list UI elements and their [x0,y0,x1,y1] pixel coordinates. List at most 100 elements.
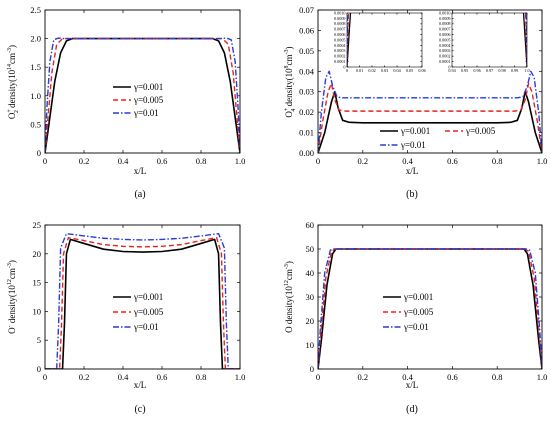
panel-d-series-line-3 [318,248,542,369]
panel-a-y-tick-label: 2.5 [30,5,41,15]
panel-b-inset-2-x-tick-label: 0.94 [448,68,456,73]
panel-b-inset-1-y-tick-label: 0.0007 [334,27,346,32]
panel-d: (d) x/L O density(1012cm-3) γ=0.001 γ=0.… [284,261,434,415]
legend-d-label-2: γ=0.005 [403,307,434,317]
panel-b-inset-2-y-tick-label: 0.0010 [439,10,451,15]
panel-d-x-tick-label: 0.4 [402,372,413,382]
panel-b-y-tick-label: 0.07 [299,5,314,15]
panel-b-inset-1-x-tick-label: 0.02 [368,68,375,73]
panel-b-x-tick-label: 0 [316,156,320,166]
panel-b-y-tick-label: 0.01 [299,128,314,138]
panel-b-series-line-2 [318,82,542,153]
panel-b-axes: 0 0.2 0.4 0.6 0.8 1.0 0.00 0.01 0.02 0.03 0.04 0.05… [299,5,547,166]
panel-b-inset-1-x-tick-label: 0.05 [406,68,413,73]
panel-a-x-tick-label: 0.4 [118,156,129,166]
panel-b-series-line-3 [318,70,542,153]
y-axis-label-b: O+4 density(108cm-3) [284,46,297,117]
panel-b: (b) x/L O+4 density(108cm-3) γ=0.001 γ=0… [284,46,496,200]
panel-c-y-tick-label: 5 [37,335,41,345]
panel-b-inset-2-frame [451,12,528,68]
panel-a-series-line-2 [45,37,240,153]
panel-c-x-tick-label: 0.8 [196,372,207,382]
panel-a-y-tick-label: 2.0 [30,34,41,44]
panel-b-inset-2-x-tick-label: 0.98 [498,68,505,73]
panel-b-y-tick-label: 0.04 [299,66,315,76]
panel-a: (a) x/L O+2 density(1014cm-3) γ=0.001 γ=… [7,45,164,200]
panel-b-inset-1-y-tick-label: 0.0004 [334,43,346,48]
panel-d-series-group [318,248,542,369]
panel-a-x-tick-label: 1.0 [235,156,246,166]
panel-b-inset-2-y-tick-label: 0.0009 [439,16,451,21]
panel-a-series-group [45,37,240,153]
panel-b-y-tick-label: 0.06 [299,25,314,35]
panel-d-y-tick-label: 0 [310,364,314,374]
y-axis-label-c: O- density(1012cm-3) [7,260,17,334]
caption-c: (c) [134,404,145,415]
panel-b-inset-2-y-tick-label: 0.0007 [439,27,451,32]
panel-d-x-tick-label: 0.6 [447,372,458,382]
panel-a-y-tick-label: 0 [37,148,41,158]
panel-b-x-tick-label: 0.6 [447,156,458,166]
caption-d: (d) [406,404,418,415]
panel-a-x-tick-label: 0.6 [157,156,168,166]
panel-c-y-tick-label: 20 [33,249,42,259]
panel-b-inset-2-y-tick-label: 0.0005 [439,37,451,42]
panel-b-x-tick-label: 1.0 [537,156,548,166]
panel-a-series-line-1 [45,37,240,153]
panel-c: (c) x/L O- density(1012cm-3) γ=0.001 γ=0… [7,260,164,415]
panel-c-x-tick-label: 0 [43,372,47,382]
legend-c-label-1: γ=0.001 [133,292,163,302]
caption-b: (b) [406,189,418,200]
panel-a-y-tick-label: 1.5 [30,62,41,72]
panel-c-series-group [45,232,240,369]
legend-d-label-3: γ=0.01 [403,322,429,332]
legend-c-label-3: γ=0.01 [133,322,159,332]
panel-c-y-tick-label: 15 [33,278,42,288]
panel-b-inset-1-x-tick-label: 0.01 [356,68,363,73]
panel-b-inset-1-y-tick-label: 0.0005 [334,37,346,42]
panel-b-inset-1-background [347,13,422,67]
legend-c: γ=0.001 γ=0.005 γ=0.01 [113,292,164,332]
panel-d-y-tick-label: 60 [306,220,315,230]
panel-d-x-tick-label: 1.0 [537,372,548,382]
legend-b-label-2: γ=0.005 [465,126,496,136]
panel-a-x-tick-label: 0 [43,156,47,166]
panel-b-y-tick-label: 0.02 [299,107,314,117]
panel-d-y-tick-label: 10 [306,340,315,350]
panel-c-x-tick-label: 0.4 [118,372,129,382]
panel-d-y-tick-label: 30 [306,292,315,302]
panel-a-y-tick-label: 0.5 [30,119,41,129]
legend-a-label-1: γ=0.001 [133,82,163,92]
y-axis-label-a: O+2 density(1014cm-3) [7,45,20,119]
panel-b-inset-2-x-tick-label: 1.0 [524,68,529,73]
panel-b-inset-1-y-tick-label: 0.0003 [334,48,346,53]
panel-d-y-tick-label: 20 [306,316,315,326]
panel-b-inset-2-y-tick-label: 0.0003 [439,48,451,53]
panel-d-y-tick-label: 50 [306,244,315,254]
panel-b-inset-2-y-tick-label: 0.0004 [439,43,451,48]
panel-b-inset-2-x-tick-label: 0.96 [473,68,480,73]
panel-a-axes: 0 0.2 0.4 0.6 0.8 1.0 0 0.5 1.0 1.5 2.0 2.5 [30,5,245,166]
panel-b-inset-2-y-tick-label: 0.0002 [439,54,451,59]
panel-a-plot-frame [44,9,241,154]
panel-c-series-line-1 [45,238,240,369]
panel-a-series-line-3 [45,37,240,153]
panel-a-y-tick-label: 1.0 [30,91,41,101]
panel-b-x-tick-label: 0.2 [357,156,368,166]
legend-b: γ=0.001 γ=0.005 γ=0.01 [380,126,496,150]
panel-b-plot-frame [317,9,543,154]
panel-b-inset-2-y-tick-label: 0.0001 [439,59,451,64]
panel-b-inset-1-frame [346,12,423,68]
y-axis-label-d: O density(1012cm-3) [284,261,294,333]
panel-c-series-line-3 [45,232,240,369]
caption-a: (a) [134,189,145,200]
panel-b-inset-1-x-tick-label: 0.04 [393,68,401,73]
panel-d-y-tick-label: 40 [306,268,315,278]
legend-d-label-1: γ=0.001 [403,292,433,302]
panel-b-inset-2-x-tick-label: 0.99 [511,68,518,73]
panel-b-x-tick-label: 0.8 [492,156,503,166]
panel-b-inset-2-y-tick-label: 0.0006 [439,32,451,37]
x-axis-label-b: x/L [406,166,419,176]
panel-b-inset-1-y-tick-label: 0.0001 [334,59,346,64]
